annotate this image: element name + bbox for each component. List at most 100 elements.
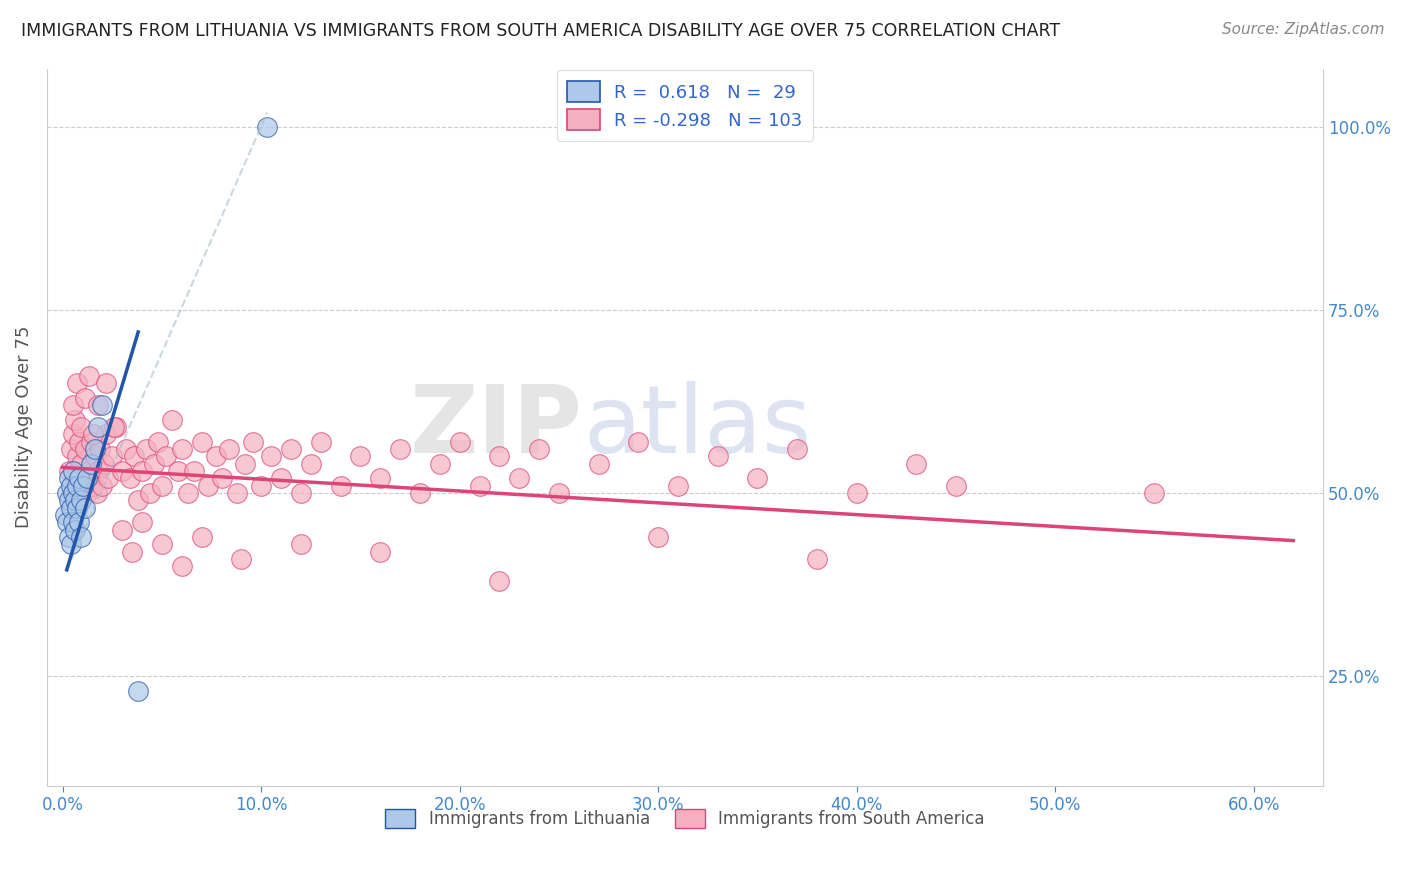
Point [58,464,80,478]
Point [69,530,91,544]
Point [280,442,302,456]
Point [945,479,967,493]
Point [53,508,76,522]
Point [131,516,153,530]
Point [449,434,471,449]
Point [111,464,134,478]
Point [87,398,110,412]
Point [59,442,82,456]
Point [588,457,610,471]
Point [131,464,153,478]
Point [72,471,94,485]
Point [69,420,91,434]
Point [409,486,432,500]
Point [139,486,162,500]
Text: atlas: atlas [583,381,811,473]
Point [329,479,352,493]
Point [77,368,100,383]
Point [806,552,828,566]
Point [86,486,108,500]
Point [62,398,84,412]
Point [231,552,253,566]
Point [69,493,91,508]
Point [183,464,205,478]
Point [101,450,124,464]
Point [190,434,212,449]
Point [290,486,312,500]
Point [226,486,249,500]
Point [82,479,104,493]
Point [59,537,82,551]
Point [62,486,84,500]
Point [66,479,89,493]
Point [647,530,669,544]
Point [103,420,125,434]
Point [96,376,118,391]
Point [77,464,100,478]
Point [845,486,868,500]
Point [299,457,322,471]
Legend: Immigrants from Lithuania, Immigrants from South America: Immigrants from Lithuania, Immigrants fr… [378,802,991,835]
Point [105,420,128,434]
Point [905,457,928,471]
Point [97,471,120,485]
Point [58,471,80,485]
Text: IMMIGRANTS FROM LITHUANIA VS IMMIGRANTS FROM SOUTH AMERICA DISABILITY AGE OVER 7: IMMIGRANTS FROM LITHUANIA VS IMMIGRANTS … [21,22,1060,40]
Point [66,500,89,515]
Point [786,442,808,456]
Point [488,574,510,588]
Point [122,450,145,464]
Point [1143,486,1166,500]
Point [146,434,169,449]
Point [63,523,86,537]
Point [67,516,90,530]
Point [170,559,193,574]
Point [155,450,177,464]
Point [66,450,89,464]
Point [135,442,157,456]
Point [370,471,392,485]
Point [79,457,101,471]
Point [62,486,84,500]
Point [63,493,86,508]
Point [67,434,90,449]
Point [58,493,80,508]
Text: Source: ZipAtlas.com: Source: ZipAtlas.com [1222,22,1385,37]
Point [121,544,143,558]
Point [67,471,90,485]
Point [79,434,101,449]
Point [73,442,96,456]
Point [58,530,80,544]
Point [62,464,84,478]
Point [309,434,332,449]
Point [290,537,312,551]
Point [527,442,550,456]
Point [69,457,91,471]
Point [190,530,212,544]
Point [67,479,90,493]
Point [177,486,200,500]
Point [167,464,190,478]
Point [66,376,89,391]
Point [548,486,571,500]
Point [627,434,650,449]
Point [59,500,82,515]
Point [508,471,530,485]
Point [111,523,134,537]
Point [89,442,111,456]
Point [235,457,257,471]
Point [73,391,96,405]
Point [250,479,273,493]
Point [91,479,114,493]
Point [389,442,412,456]
Point [260,450,283,464]
Point [429,457,451,471]
Point [270,471,292,485]
Point [666,479,689,493]
Y-axis label: Disability Age Over 75: Disability Age Over 75 [15,326,32,528]
Point [127,683,149,698]
Point [256,120,278,134]
Point [197,479,219,493]
Point [468,479,491,493]
Point [55,516,77,530]
